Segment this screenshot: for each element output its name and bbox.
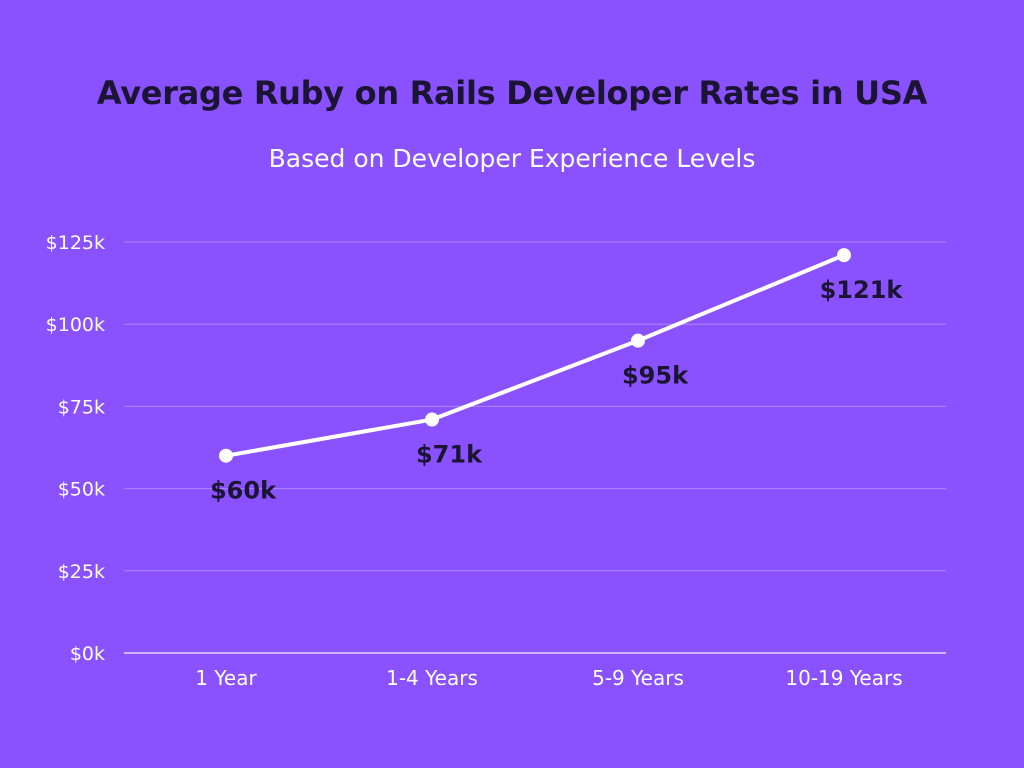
- x-tick-label: 10-19 Years: [785, 666, 902, 690]
- data-label: $95k: [622, 362, 689, 390]
- x-tick-label: 1 Year: [195, 666, 257, 690]
- series-line: [224, 253, 846, 458]
- y-tick-label: $25k: [58, 561, 105, 583]
- data-label: $60k: [210, 477, 277, 505]
- x-tick-label: 1-4 Years: [386, 666, 478, 690]
- data-point: [425, 412, 439, 427]
- y-tick-label: $125k: [46, 232, 105, 254]
- data-point: [631, 333, 645, 348]
- data-label: $71k: [416, 441, 483, 469]
- chart-subtitle: Based on Developer Experience Levels: [268, 144, 756, 173]
- data-label: $121k: [820, 276, 904, 304]
- y-tick-label: $50k: [58, 479, 105, 501]
- y-tick-label: $100k: [46, 314, 105, 336]
- y-tick-label: $75k: [58, 396, 105, 418]
- y-tick-label: $0k: [70, 643, 105, 665]
- data-point: [837, 248, 851, 263]
- chart-title: Average Ruby on Rails Developer Rates in…: [96, 74, 928, 112]
- data-point: [219, 448, 233, 463]
- x-tick-label: 5-9 Years: [592, 666, 684, 690]
